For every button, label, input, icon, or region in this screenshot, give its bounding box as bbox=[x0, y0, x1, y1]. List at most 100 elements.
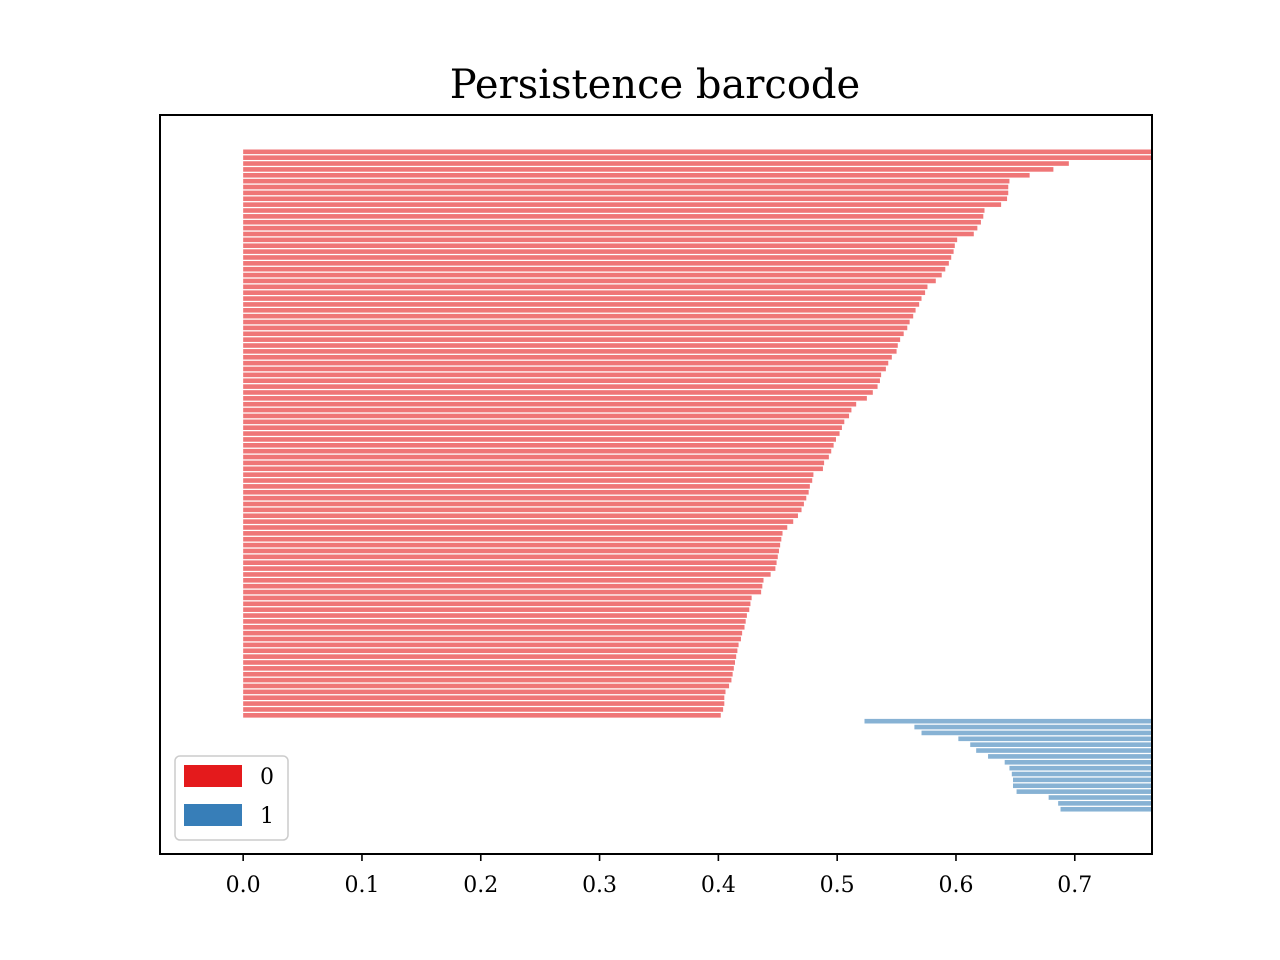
bar-dim0-89 bbox=[243, 671, 733, 677]
bar-dim0-87 bbox=[243, 660, 735, 665]
bar-dim0-40 bbox=[243, 384, 878, 389]
bar-dim0-11 bbox=[243, 214, 984, 219]
legend-swatch-1 bbox=[184, 804, 242, 826]
bar-dim1-1 bbox=[914, 724, 1152, 730]
bar-dim0-18 bbox=[243, 255, 952, 260]
bar-dim0-88 bbox=[243, 666, 734, 671]
bar-dim0-42 bbox=[243, 396, 867, 401]
plot-frame bbox=[159, 114, 1153, 855]
bar-dim0-28 bbox=[243, 313, 914, 319]
bar-dim0-76 bbox=[243, 595, 752, 601]
x-tick-label-0: 0.0 bbox=[226, 873, 261, 898]
bar-dim1-4 bbox=[970, 742, 1152, 747]
bar-dim0-0 bbox=[243, 149, 1152, 155]
bar-dim0-4 bbox=[243, 172, 1030, 178]
bar-dim0-92 bbox=[243, 689, 726, 695]
bar-dim0-8 bbox=[243, 196, 1008, 202]
bar-dim0-71 bbox=[243, 566, 776, 571]
legend-label-0: 0 bbox=[260, 765, 274, 790]
bar-dim0-51 bbox=[243, 448, 832, 454]
bar-dim0-33 bbox=[243, 343, 898, 348]
bar-dim0-72 bbox=[243, 572, 771, 577]
bar-dim1-8 bbox=[1009, 765, 1152, 771]
bar-dim0-31 bbox=[243, 331, 904, 337]
x-tick-label-2: 0.2 bbox=[463, 873, 498, 898]
bar-dim0-23 bbox=[243, 284, 928, 290]
legend-swatch-0 bbox=[184, 765, 242, 787]
bar-dim0-57 bbox=[243, 484, 810, 489]
x-tick-label-4: 0.4 bbox=[701, 873, 736, 898]
bar-dim0-22 bbox=[243, 278, 936, 284]
bar-dim1-15 bbox=[1060, 806, 1152, 812]
bar-dim0-79 bbox=[243, 613, 747, 618]
bar-dim0-93 bbox=[243, 695, 725, 701]
bar-dim0-34 bbox=[243, 349, 897, 354]
bar-dim0-84 bbox=[243, 642, 739, 648]
bar-dim0-70 bbox=[243, 560, 777, 565]
bars-layer bbox=[243, 149, 1152, 812]
bar-dim0-68 bbox=[243, 548, 779, 554]
bar-dim0-85 bbox=[243, 648, 738, 654]
bar-dim0-29 bbox=[243, 319, 910, 325]
bar-dim0-21 bbox=[243, 272, 942, 278]
bar-dim0-37 bbox=[243, 366, 886, 372]
bar-dim0-58 bbox=[243, 489, 809, 495]
x-tick-label-1: 0.1 bbox=[344, 873, 379, 898]
bar-dim0-39 bbox=[243, 378, 880, 384]
bar-dim0-62 bbox=[243, 513, 798, 519]
bar-dim0-24 bbox=[243, 290, 926, 295]
bar-dim0-27 bbox=[243, 307, 916, 313]
bar-dim0-60 bbox=[243, 501, 804, 507]
bar-dim0-64 bbox=[243, 525, 788, 530]
bar-dim1-2 bbox=[921, 730, 1152, 736]
bar-dim0-86 bbox=[243, 654, 737, 659]
x-axis: 0.0 0.1 0.2 0.3 0.4 0.5 0.6 0.7 bbox=[226, 854, 1092, 898]
bar-dim0-59 bbox=[243, 495, 807, 501]
bar-dim0-77 bbox=[243, 601, 751, 607]
bar-dim0-56 bbox=[243, 478, 813, 483]
bar-dim1-3 bbox=[958, 736, 1152, 742]
bar-dim0-26 bbox=[243, 302, 920, 307]
bar-dim0-80 bbox=[243, 619, 746, 624]
bar-dim0-6 bbox=[243, 184, 1009, 190]
bar-dim0-20 bbox=[243, 266, 946, 272]
bar-dim0-10 bbox=[243, 208, 985, 213]
bar-dim0-46 bbox=[243, 419, 845, 425]
bar-dim0-1 bbox=[243, 155, 1152, 160]
x-tick-label-6: 0.6 bbox=[938, 873, 973, 898]
bar-dim0-55 bbox=[243, 472, 814, 477]
bar-dim0-17 bbox=[243, 249, 954, 254]
bar-dim0-38 bbox=[243, 372, 882, 378]
bar-dim0-41 bbox=[243, 390, 873, 395]
bar-dim0-65 bbox=[243, 531, 783, 536]
bar-dim0-66 bbox=[243, 536, 782, 542]
bar-dim0-47 bbox=[243, 425, 842, 430]
bar-dim0-12 bbox=[243, 219, 981, 225]
x-tick-label-7: 0.7 bbox=[1057, 873, 1092, 898]
bar-dim1-0 bbox=[864, 718, 1152, 724]
legend-label-1: 1 bbox=[260, 804, 274, 829]
bar-dim0-2 bbox=[243, 161, 1069, 166]
bar-dim0-91 bbox=[243, 683, 730, 689]
bar-dim1-10 bbox=[1013, 777, 1152, 783]
bar-dim1-5 bbox=[976, 748, 1152, 753]
bar-dim0-35 bbox=[243, 354, 892, 360]
bar-dim1-9 bbox=[1011, 771, 1152, 777]
chart-title: Persistence barcode bbox=[450, 62, 860, 108]
bar-dim0-75 bbox=[243, 589, 762, 595]
bar-dim0-95 bbox=[243, 707, 724, 712]
bar-dim0-43 bbox=[243, 401, 857, 407]
bar-dim0-53 bbox=[243, 460, 825, 466]
bar-dim0-54 bbox=[243, 466, 823, 472]
bar-dim0-44 bbox=[243, 407, 852, 413]
x-tick-label-3: 0.3 bbox=[582, 873, 617, 898]
bar-dim0-14 bbox=[243, 231, 974, 237]
bar-dim0-50 bbox=[243, 443, 834, 448]
bar-dim0-96 bbox=[243, 713, 721, 718]
bar-dim0-63 bbox=[243, 519, 794, 524]
bar-dim1-11 bbox=[1013, 783, 1152, 789]
bar-dim0-16 bbox=[243, 243, 955, 249]
bar-dim1-13 bbox=[1048, 795, 1152, 800]
x-tick-label-5: 0.5 bbox=[820, 873, 855, 898]
